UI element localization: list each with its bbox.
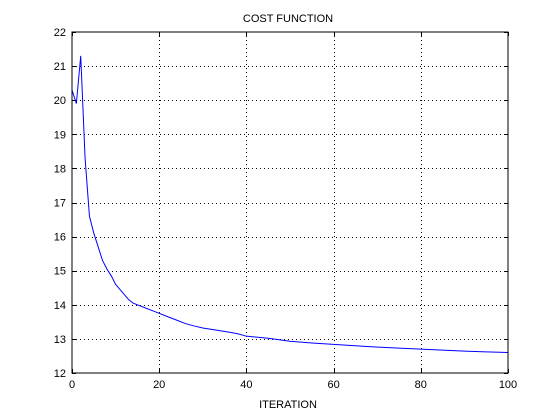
y-tick-label: 12 — [54, 368, 66, 380]
x-tick-label: 0 — [69, 379, 75, 391]
x-tick-labels: 0 20 40 60 80 100 — [69, 379, 517, 391]
y-tick-label: 16 — [54, 232, 66, 244]
x-tick-label: 80 — [415, 379, 427, 391]
y-tick-label: 21 — [54, 61, 66, 73]
y-tick-label: 17 — [54, 198, 66, 210]
cost-series-line — [71, 55, 509, 354]
tick-marks — [72, 32, 509, 374]
y-tick-label: 20 — [54, 95, 66, 107]
y-tick-labels: 12 13 14 15 16 17 18 19 20 21 22 — [54, 27, 66, 380]
y-tick-label: 14 — [54, 300, 66, 312]
x-tick-label: 60 — [327, 379, 339, 391]
x-tick-label: 20 — [153, 379, 165, 391]
y-tick-label: 18 — [54, 163, 66, 175]
y-tick-label: 13 — [54, 334, 66, 346]
x-tick-label: 100 — [499, 379, 517, 391]
x-axis-label: ITERATION — [259, 399, 317, 411]
y-tick-label: 22 — [54, 27, 66, 39]
y-tick-label: 19 — [54, 129, 66, 141]
x-tick-label: 40 — [240, 379, 252, 391]
grid-lines — [72, 32, 508, 373]
axes-box — [71, 31, 509, 374]
plot-area — [72, 32, 508, 373]
y-tick-label: 15 — [54, 266, 66, 278]
chart-title: COST FUNCTION — [243, 13, 333, 25]
